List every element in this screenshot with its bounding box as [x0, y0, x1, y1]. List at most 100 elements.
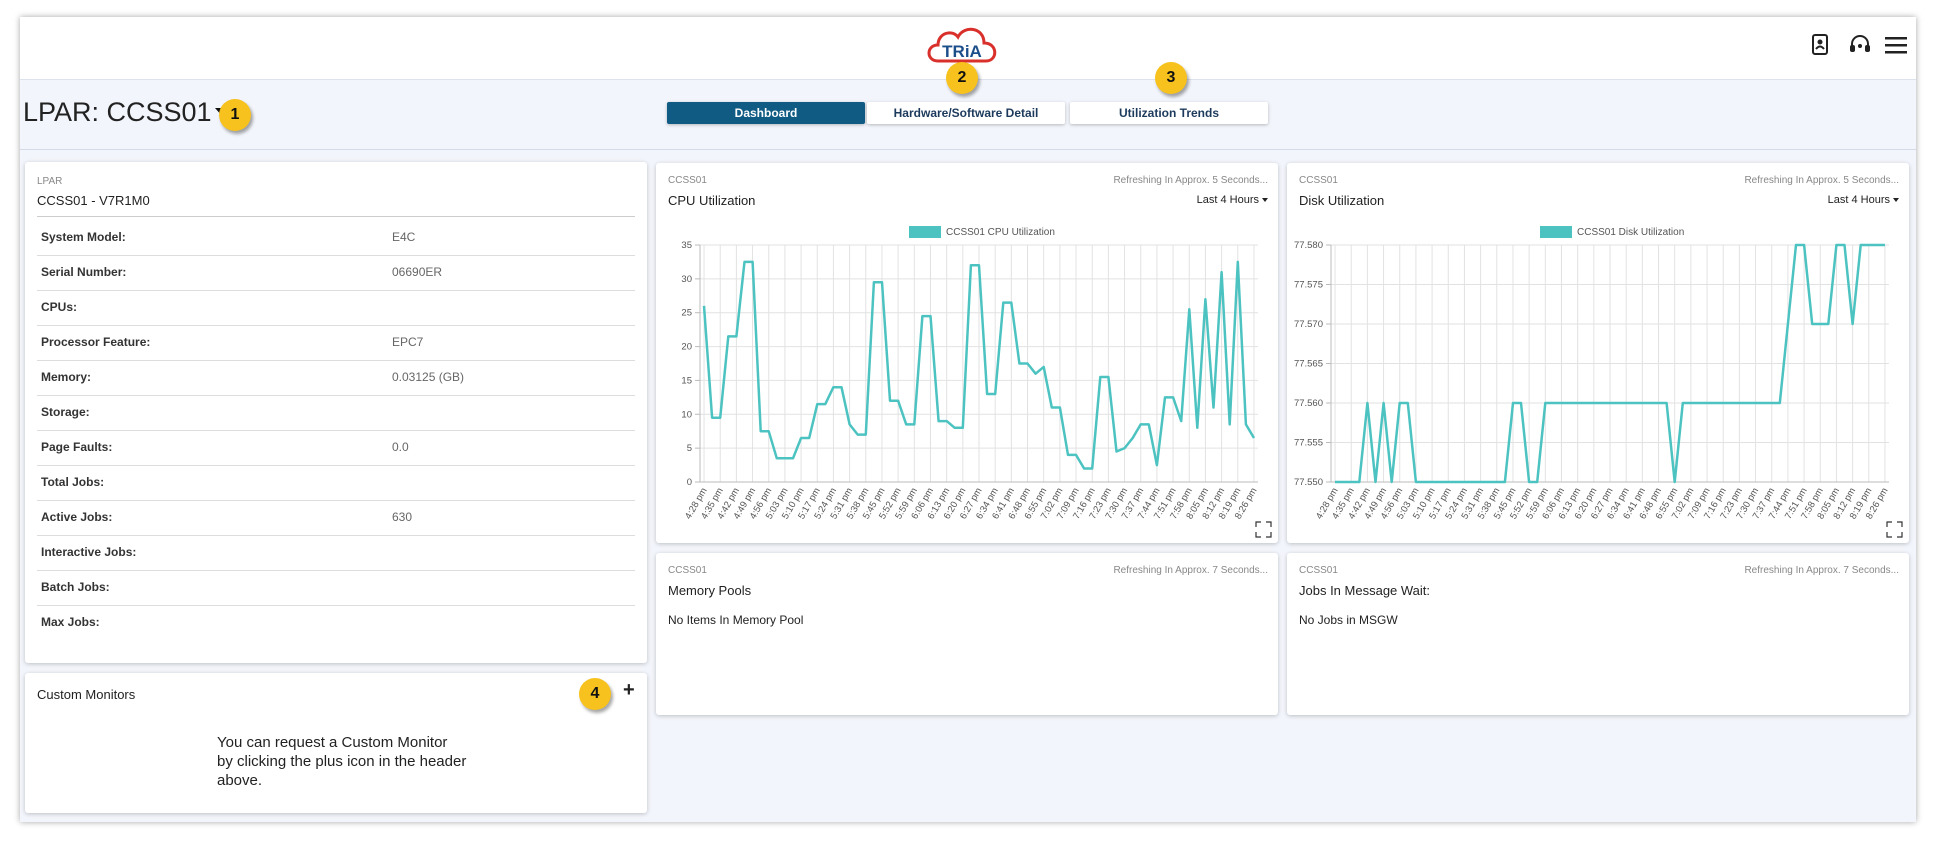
menu-icon[interactable] [1884, 35, 1908, 55]
data-line [702, 260, 1256, 470]
y-tick-label: 25 [681, 308, 692, 319]
logo[interactable]: TRiA [924, 21, 1000, 73]
divider [37, 430, 635, 431]
caret [1262, 198, 1268, 203]
support-icon[interactable] [1848, 33, 1872, 57]
chart: CCSS01 CPU Utilization051015202530354:28… [681, 226, 1272, 538]
chart: CCSS01 Disk Utilization 77.550 77.555 77.56… [1294, 226, 1903, 538]
info-panel: CCSS01 Refreshing In Approx. 7 Seconds...… [1287, 553, 1909, 715]
row-label: CPUs: [41, 300, 78, 314]
panel-label: CCSS01 [668, 565, 707, 576]
y-tick-label: 77.575 [1294, 280, 1323, 291]
custom-monitors-message: You can request a Custom Monitor by clic… [217, 734, 467, 789]
add-button[interactable]: + [623, 679, 635, 701]
range-dropdown[interactable]: Last 4 Hours [1828, 194, 1899, 206]
y-tick-label: 15 [681, 375, 692, 386]
divider [37, 360, 635, 361]
y-tick-label: 5 [687, 443, 692, 454]
lpar-panel: LPAR CCSS01 - V7R1M0 System Model: E4C Ser… [25, 162, 647, 663]
badge: 4 [579, 678, 611, 710]
row-label: Serial Number: [41, 265, 127, 279]
legend-swatch [909, 226, 941, 238]
badge: 2 [946, 62, 978, 94]
separator [20, 149, 1916, 150]
range-text: Last 4 Hours [1827, 194, 1890, 206]
row-label: Interactive Jobs: [41, 545, 137, 559]
panel-message: No Items In Memory Pool [668, 613, 804, 627]
row-value: 06690ER [392, 265, 443, 279]
row-value: E4C [392, 230, 416, 244]
chart-panel: CCSS01 Refreshing In Approx. 5 Seconds...… [1287, 163, 1909, 543]
expand-icon[interactable] [1886, 521, 1903, 538]
badge: 3 [1155, 62, 1187, 94]
row-label: Batch Jobs: [41, 580, 110, 594]
y-tick-label: 35 [681, 240, 692, 251]
y-tick-label: 77.555 [1294, 438, 1323, 449]
row-label: System Model: [41, 230, 126, 244]
row-value: EPC7 [392, 335, 424, 349]
row-label: Active Jobs: [41, 510, 113, 524]
divider [37, 395, 635, 396]
chart-panel: CCSS01 Refreshing In Approx. 5 Seconds...… [656, 163, 1278, 543]
divider [37, 290, 635, 291]
range-dropdown[interactable]: Last 4 Hours [1197, 194, 1268, 206]
divider [37, 255, 635, 256]
row-label: Total Jobs: [41, 475, 105, 489]
lpar-selector[interactable]: LPAR: CCSS01 [23, 97, 231, 128]
contacts-icon[interactable] [1810, 33, 1830, 57]
refresh-status: Refreshing In Approx. 5 Seconds... [1113, 175, 1268, 186]
panel-title: Disk Utilization [1299, 193, 1385, 208]
refresh-status: Refreshing In Approx. 5 Seconds... [1744, 175, 1899, 186]
panel-label: CCSS01 [668, 175, 707, 186]
row-value: 0.0 [392, 440, 409, 454]
y-tick-label: 10 [681, 409, 692, 420]
y-tick-label: 77.565 [1294, 359, 1323, 370]
y-tick-label: 0 [687, 477, 692, 488]
divider [37, 465, 635, 466]
legend-label: CCSS01 Disk Utilization [1577, 227, 1684, 238]
y-tick-label: 77.550 [1294, 477, 1323, 488]
y-tick-label: 77.560 [1294, 398, 1323, 409]
legend-label: CCSS01 CPU Utilization [946, 227, 1055, 238]
row-label: Max Jobs: [41, 615, 100, 629]
range-text: Last 4 Hours [1196, 194, 1259, 206]
panel-title: Custom Monitors [37, 687, 136, 702]
panel-title: Memory Pools [668, 583, 752, 598]
divider [37, 570, 635, 571]
panel-label: CCSS01 [1299, 565, 1338, 576]
expand-icon[interactable] [1255, 521, 1272, 538]
logo-cloud [927, 27, 997, 63]
divider [37, 605, 635, 606]
info-panel: CCSS01 Refreshing In Approx. 7 Seconds...… [656, 553, 1278, 715]
app: TRiA LPAR: CCSS01 1 2 3 Dashboard Hardwa… [20, 17, 1916, 822]
y-tick-label: 20 [681, 342, 692, 353]
tab[interactable]: Hardware/Software Detail [867, 102, 1065, 124]
row-label: Memory: [41, 370, 92, 384]
y-tick-label: 77.580 [1294, 240, 1323, 251]
panel-label: CCSS01 [1299, 175, 1338, 186]
legend-swatch [1540, 226, 1572, 238]
divider [37, 216, 635, 217]
row-value: 630 [392, 510, 413, 524]
row-label: Page Faults: [41, 440, 113, 454]
y-tick-label: 30 [681, 274, 692, 285]
y-tick-label: 77.570 [1294, 319, 1323, 330]
panel-label: LPAR [37, 176, 63, 187]
tab[interactable]: Dashboard [667, 102, 865, 124]
data-line [1335, 243, 1885, 484]
panel-title: CPU Utilization [668, 193, 756, 208]
panel-message: No Jobs in MSGW [1299, 613, 1398, 627]
panel-title: Jobs In Message Wait: [1299, 583, 1431, 598]
row-label: Processor Feature: [41, 335, 151, 349]
row-label: Storage: [41, 405, 90, 419]
caret [1893, 198, 1899, 203]
refresh-status: Refreshing In Approx. 7 Seconds... [1744, 565, 1899, 576]
badge: 1 [219, 99, 251, 131]
custom-monitors-panel: Custom Monitors + You can request a Cust… [25, 673, 647, 813]
tab[interactable]: Utilization Trends [1070, 102, 1268, 124]
lpar-selector-text: LPAR: CCSS01 [23, 97, 212, 127]
divider [37, 535, 635, 536]
divider [37, 325, 635, 326]
row-value: 0.03125 (GB) [392, 370, 465, 384]
